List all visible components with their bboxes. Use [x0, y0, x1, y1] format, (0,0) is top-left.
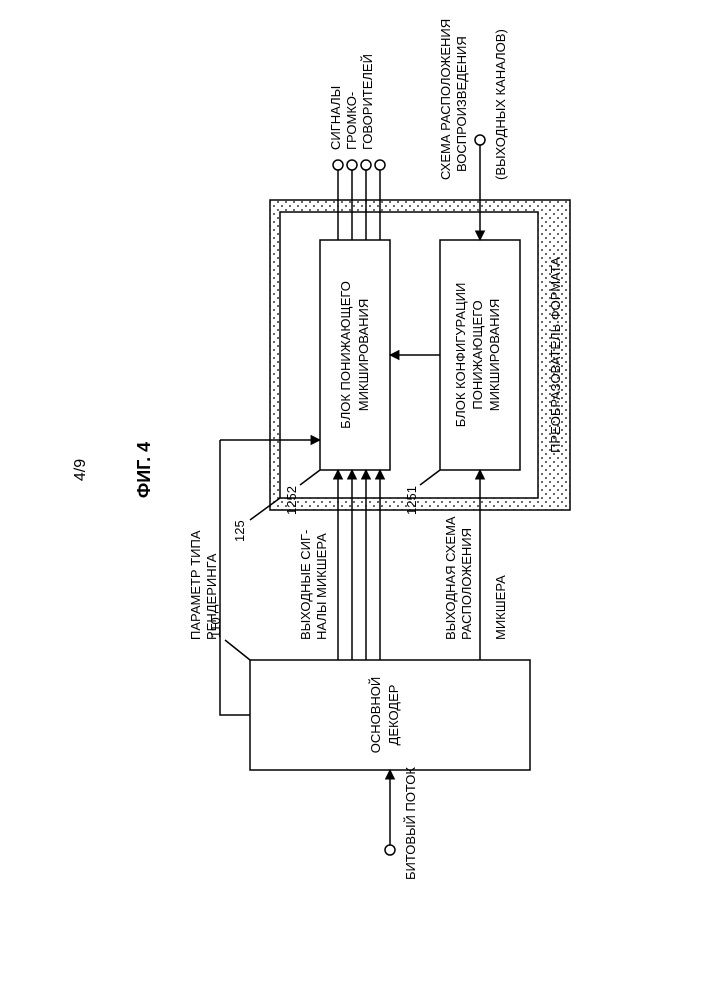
- downmix-ref: 1252: [284, 486, 299, 515]
- bitstream-label: БИТОВЫЙ ПОТОК: [403, 767, 418, 880]
- speakers-3: ГОВОРИТЕЛЕЙ: [360, 54, 375, 150]
- configure-line2: ПОНИЖАЮЩЕГО: [470, 300, 485, 409]
- converter-ref: 125: [232, 520, 247, 542]
- decoder-line1: ОСНОВНОЙ: [368, 677, 383, 754]
- downmix-line1: БЛОК ПОНИЖАЮЩЕГО: [338, 281, 353, 429]
- configure-line3: МИКШИРОВАНИЯ: [487, 299, 502, 412]
- configure-ref: 1251: [404, 486, 419, 515]
- bitstream-input: БИТОВЫЙ ПОТОК: [385, 767, 418, 880]
- figure-title: ФИГ. 4: [134, 442, 154, 498]
- speakers-2: ГРОМКО-: [344, 92, 359, 150]
- page-number: 4/9: [72, 459, 89, 481]
- converter-title-text: ПРЕОБРАЗОВАТЕЛЬ ФОРМАТА: [548, 257, 563, 453]
- mixer-layout-1: ВЫХОДНАЯ СХЕМА: [443, 516, 458, 640]
- mixer-out-2: НАЛЫ МИКШЕРА: [314, 533, 329, 640]
- decoder-line2: ДЕКОДЕР: [386, 685, 401, 746]
- repro-3: (ВЫХОДНЫХ КАНАЛОВ): [493, 29, 508, 180]
- mixer-layout-2: РАСПОЛОЖЕНИЯ: [459, 528, 474, 640]
- rend-type-1: ПАРАМЕТР ТИПА: [188, 530, 203, 640]
- speakers-1: СИГНАЛЫ: [328, 86, 343, 150]
- downmix-line2: МИКШИРОВАНИЯ: [356, 299, 371, 412]
- repro-2: ВОСПРОИЗВЕДЕНИЯ: [454, 36, 469, 172]
- configure-line1: БЛОК КОНФИГУРАЦИИ: [453, 283, 468, 428]
- mixer-layout-3: МИКШЕРА: [493, 575, 508, 640]
- rend-type-2: РЕНДЕРИНГА: [204, 553, 219, 640]
- repro-1: СХЕМА РАСПОЛОЖЕНИЯ: [438, 19, 453, 180]
- mixer-out-1: ВЫХОДНЫЕ СИГ-: [298, 530, 313, 640]
- decoder-block: ОСНОВНОЙ ДЕКОДЕР 110: [208, 617, 530, 770]
